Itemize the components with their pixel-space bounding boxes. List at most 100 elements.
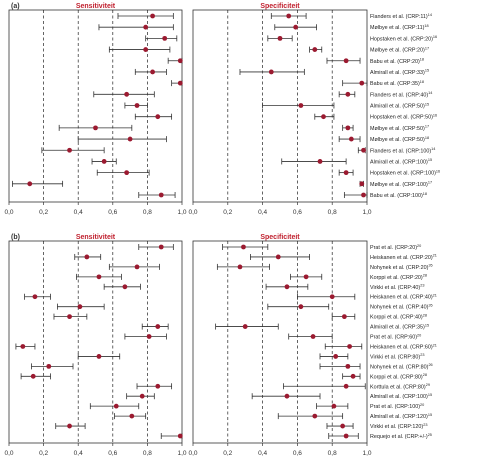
study-label: Hopstaken et al. (CRP:20)16 <box>370 35 437 42</box>
point-estimate <box>277 35 283 41</box>
point-estimate <box>32 294 38 300</box>
x-tick-label: 0,6 <box>108 450 117 457</box>
point-estimate <box>343 170 349 176</box>
point-estimate <box>143 24 149 30</box>
point-estimate <box>343 383 349 389</box>
point-estimate <box>350 373 356 379</box>
plot-frame <box>8 240 183 444</box>
point-estimate <box>158 244 164 250</box>
point-estimate <box>127 136 133 142</box>
study-label: Almirall et al. (CRP:100)15 <box>370 393 432 400</box>
point-estimate <box>284 284 290 290</box>
study-label: Korttula et al. (CRP:80)29 <box>370 383 430 390</box>
x-tick-label: 0,2 <box>223 450 232 457</box>
x-tick-label: 0,4 <box>74 209 83 216</box>
point-estimate <box>139 393 145 399</box>
point-estimate <box>347 344 352 349</box>
study-label: Heiskanen et al. (CRP:60)21 <box>370 343 437 350</box>
study-label: Virkki et al. (CRP:40)23 <box>370 284 424 291</box>
point-estimate <box>146 334 152 339</box>
point-estimate <box>134 103 140 108</box>
study-label: Heiskanen et al. (CRP:40)21 <box>370 294 437 301</box>
panel-label: (b) <box>11 234 20 241</box>
point-estimate <box>345 91 351 97</box>
study-label: Virkki et al. (CRP:120)23 <box>370 423 427 430</box>
point-estimate <box>348 136 354 142</box>
x-tick-label: 1,0 <box>362 209 371 216</box>
study-label: Nohynek et al. (CRP:20)26 <box>370 264 433 271</box>
x-tick-label: 0,0 <box>4 450 13 457</box>
point-estimate <box>275 254 281 260</box>
point-estimate <box>361 192 366 198</box>
x-tick-label: 1,0 <box>177 209 186 216</box>
study-label: Requejo et al. (CRP:+/-)25 <box>370 433 432 440</box>
x-tick-label: 0,2 <box>39 209 48 216</box>
study-label: Mølbye et al. (CRP:50)17 <box>370 125 429 132</box>
point-estimate <box>67 314 72 320</box>
study-label: Babu et al. (CRP:100)18 <box>370 192 427 199</box>
study-label: Babu et al. (CRP:20)18 <box>370 58 424 65</box>
point-estimate <box>158 192 164 198</box>
point-estimate <box>129 413 135 419</box>
study-label: Almirall et al. (CRP:100)15 <box>370 158 432 165</box>
x-tick-label: 0,2 <box>223 209 232 216</box>
sensitivity-plot: Sensitiviteit 0,0 0,2 0,4 0,6 0,8 1,0 <box>4 3 186 216</box>
x-tick-label: 0,6 <box>293 209 302 216</box>
x-tick-label: 1,0 <box>362 450 371 457</box>
point-estimate <box>96 274 102 280</box>
point-estimate <box>84 254 90 260</box>
study-label: Virkki et al. (CRP:80)23 <box>370 353 424 360</box>
point-estimate <box>312 47 318 52</box>
x-tick-label: 0,0 <box>4 209 13 216</box>
point-estimate <box>101 159 107 164</box>
point-estimate <box>345 363 351 369</box>
point-estimate <box>162 35 168 41</box>
point-estimate <box>134 264 140 270</box>
point-estimate <box>241 244 246 250</box>
point-estimate <box>122 284 128 290</box>
point-estimate <box>30 373 36 379</box>
plot-title: Specificiteit <box>260 234 300 241</box>
point-estimate <box>124 91 130 97</box>
point-estimate <box>359 80 365 86</box>
point-estimate <box>298 304 304 310</box>
x-tick-label: 0,8 <box>328 209 337 216</box>
point-estimate <box>143 47 149 52</box>
point-estimate <box>303 274 309 280</box>
point-estimate <box>333 354 339 359</box>
x-tick-label: 0,0 <box>188 209 197 216</box>
study-label: Almirall et al. (CRP:35)15 <box>370 323 429 330</box>
point-estimate <box>317 159 323 164</box>
point-estimate <box>177 58 183 64</box>
point-estimate <box>237 264 243 270</box>
point-estimate <box>77 304 83 310</box>
study-label: Almirall et al. (CRP:120)15 <box>370 413 432 420</box>
plot-frame <box>8 9 183 203</box>
study-label: Almirall et al. (CRP:50)15 <box>370 102 429 109</box>
study-label: Nohynek et al. (CRP:80)26 <box>370 363 433 370</box>
point-estimate <box>155 324 161 329</box>
point-estimate <box>155 383 161 389</box>
study-label: Heiskanen et al. (CRP:20)21 <box>370 254 437 261</box>
plot-frame <box>192 240 368 444</box>
panel-label: (a) <box>11 3 20 10</box>
point-estimate <box>340 423 346 429</box>
point-estimate <box>359 181 365 187</box>
point-estimate <box>20 344 26 349</box>
plot-title: Specificiteit <box>260 3 300 10</box>
x-tick-label: 0,8 <box>143 450 152 457</box>
point-estimate <box>177 80 183 86</box>
point-estimate <box>150 69 155 75</box>
plot-frame <box>192 9 368 203</box>
point-estimate <box>286 13 292 19</box>
point-estimate <box>345 125 351 131</box>
point-estimate <box>67 147 72 153</box>
study-label: Almirall et al. (CRP:33)15 <box>370 69 429 76</box>
point-estimate <box>96 354 102 359</box>
study-label: Mølbye et al. (CRP:50)18 <box>370 136 429 143</box>
study-label: Flanders et al. (CRP:11)14 <box>370 13 432 20</box>
point-estimate <box>242 324 248 329</box>
